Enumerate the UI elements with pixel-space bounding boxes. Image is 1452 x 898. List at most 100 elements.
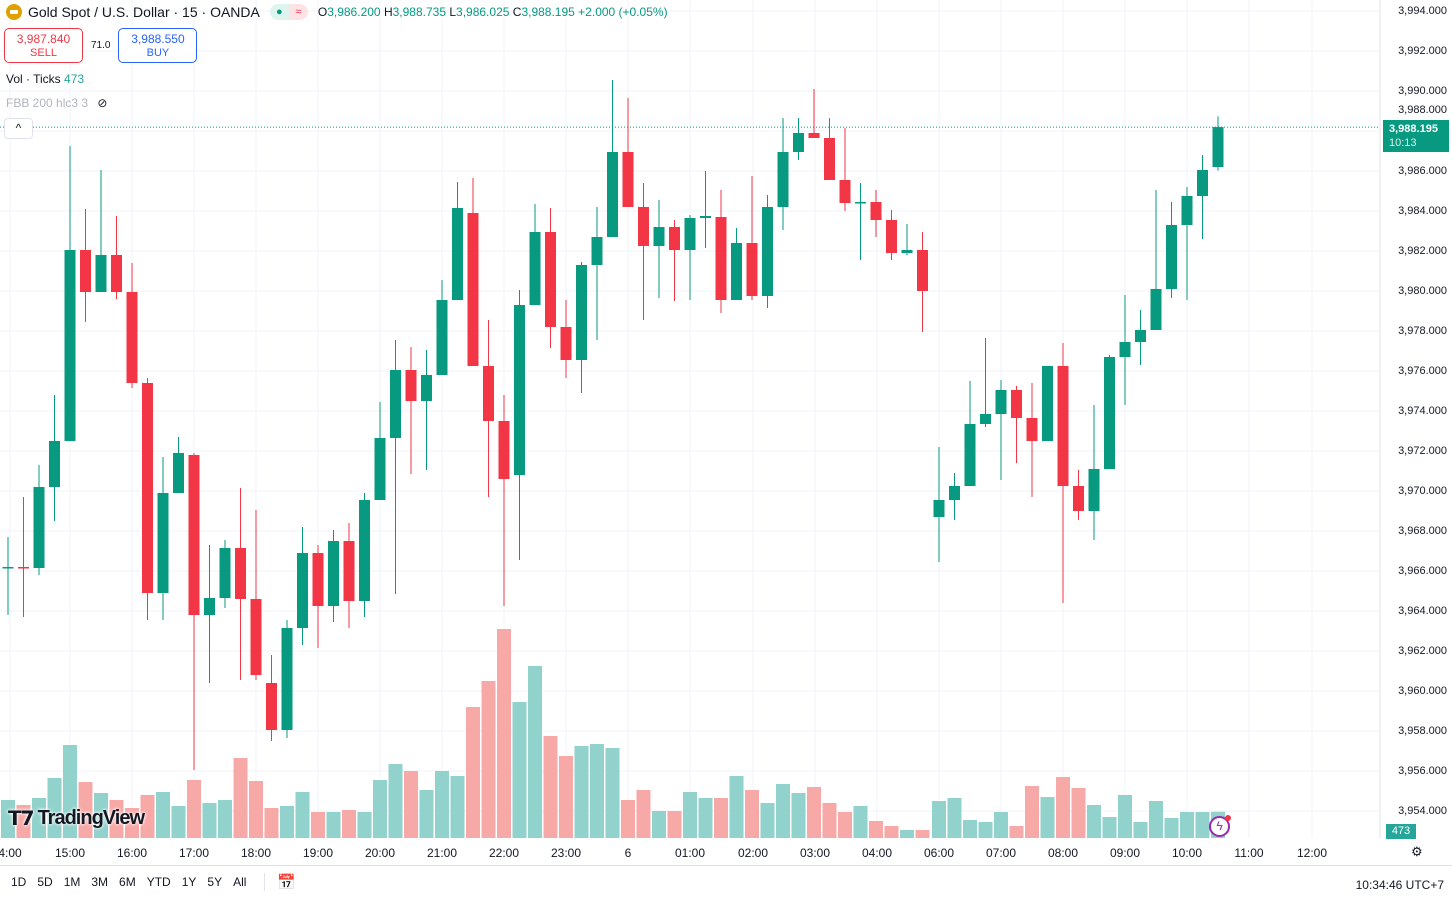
market-status[interactable]: ● ≈ <box>269 4 308 20</box>
time-tick-label: 06:00 <box>923 846 955 860</box>
volume-bar <box>760 803 775 838</box>
time-tick-label: 08:00 <box>1047 846 1079 860</box>
sell-button[interactable]: 3,987.840 SELL <box>4 28 83 63</box>
volume-bar <box>295 792 310 838</box>
volume-bar <box>528 666 542 838</box>
candle-body <box>467 213 479 366</box>
candle-body <box>1011 390 1022 418</box>
candle-body <box>684 218 696 250</box>
range-button-1m[interactable]: 1M <box>63 875 81 889</box>
volume-bar <box>63 745 77 838</box>
candle-body <box>250 599 262 675</box>
range-button-5d[interactable]: 5D <box>37 875 53 889</box>
price-axis[interactable]: 3,994.000 3,992.000 3,990.000 3,988.000 3,98… <box>1380 0 1452 838</box>
volume-bar <box>1009 826 1024 838</box>
ohlc-values: O3,986.200 H3,988.735 L3,986.025 C3,988.… <box>317 5 668 19</box>
candle-body <box>793 133 804 152</box>
price-tick-label: 3,990.000 <box>1398 85 1447 97</box>
candle-body <box>312 553 324 606</box>
candle-body <box>715 217 727 300</box>
time-tick-label: 6 <box>624 846 632 860</box>
candle-body <box>591 237 603 265</box>
volume-bar <box>419 790 434 838</box>
time-tick-label: 01:00 <box>674 846 706 860</box>
volume-bar <box>636 790 651 838</box>
time-tick-label: 18:00 <box>240 846 272 860</box>
volume-indicator-legend[interactable]: Vol · Ticks 473 <box>6 72 85 86</box>
volume-bar <box>915 830 930 838</box>
range-button-1d[interactable]: 1D <box>11 875 27 889</box>
candle-body <box>1104 357 1115 469</box>
volume-bar <box>512 702 527 838</box>
price-tick-label: 3,992.000 <box>1398 45 1447 57</box>
collapse-legend-button[interactable]: ^ <box>4 118 33 139</box>
candle-body <box>1181 196 1193 225</box>
candle-body <box>731 243 742 300</box>
range-button-1y[interactable]: 1Y <box>181 875 197 889</box>
range-button-ytd[interactable]: YTD <box>146 875 171 889</box>
volume-bar <box>947 798 962 838</box>
candle-body <box>777 152 789 207</box>
time-tick-label: 20:00 <box>364 846 396 860</box>
candle-body <box>964 424 976 486</box>
candle-body <box>1057 366 1069 486</box>
candle-body <box>343 541 355 601</box>
buy-button[interactable]: 3,988.550 BUY <box>118 28 198 63</box>
volume-bar <box>698 798 713 838</box>
volume-bar <box>47 778 62 838</box>
volume-bar <box>1102 817 1117 838</box>
volume-bar <box>1040 797 1055 838</box>
tv-logo-icon: 𝗧𝟳 <box>8 808 35 830</box>
candle-body <box>933 500 945 517</box>
candle-body <box>374 438 386 500</box>
fbb-indicator-legend[interactable]: FBB 200 hlc3 3 ⊘ <box>6 96 108 110</box>
volume-bar <box>1087 805 1101 838</box>
clock[interactable]: 10:34:46 UTC+7 <box>1355 878 1444 892</box>
date-range-calendar-icon[interactable]: 📅 <box>264 873 296 891</box>
candle-body <box>949 486 960 500</box>
candle-body <box>18 567 29 569</box>
volume-bar <box>776 784 790 838</box>
tradingview-logo[interactable]: 𝗧𝟳 TradingView <box>8 807 145 830</box>
candle-body <box>235 548 246 599</box>
volume-bar <box>497 629 511 838</box>
time-tick-label: 4:00 <box>0 846 22 860</box>
volume-bar <box>1056 777 1070 838</box>
range-button-6m[interactable]: 6M <box>119 875 136 889</box>
time-tick-label: 23:00 <box>550 846 582 860</box>
lightning-alert-icon[interactable]: ϟ <box>1209 815 1231 837</box>
range-button-5y[interactable]: 5Y <box>207 875 223 889</box>
candle-body <box>855 202 866 204</box>
volume-bar <box>574 746 589 838</box>
candle-body <box>266 683 277 730</box>
volume-bar <box>1195 812 1210 838</box>
candlestick-chart[interactable] <box>0 0 1452 838</box>
range-button-3m[interactable]: 3M <box>91 875 109 889</box>
candle-body <box>405 370 417 401</box>
volume-bar <box>342 810 356 838</box>
volume-bar <box>450 776 465 838</box>
range-button-all[interactable]: All <box>233 875 247 889</box>
volume-bar <box>32 798 46 838</box>
price-tick-label: 3,960.000 <box>1398 685 1447 697</box>
time-tick-label: 22:00 <box>488 846 520 860</box>
volume-bar <box>869 821 883 838</box>
candle-body <box>498 421 510 479</box>
volume-bar <box>233 758 248 838</box>
volume-bar <box>388 764 403 838</box>
time-tick-label: 21:00 <box>426 846 458 860</box>
price-tick-label: 3,968.000 <box>1398 525 1447 537</box>
time-axis[interactable]: ⚙ 4:00 15:00 16:00 17:00 18:00 19:00 20:00 21:00… <box>0 838 1452 866</box>
time-tick-label: 12:00 <box>1296 846 1328 860</box>
symbol-title[interactable]: Gold Spot / U.S. Dollar · 15 · OANDA <box>28 4 260 20</box>
volume-bar <box>1118 795 1132 838</box>
hidden-eye-icon[interactable]: ⊘ <box>97 96 108 110</box>
candle-body <box>2 567 14 569</box>
candle-body <box>483 366 494 421</box>
volume-bar <box>311 812 325 838</box>
settings-icon[interactable]: ⚙ <box>1411 844 1423 859</box>
candle-body <box>886 220 897 253</box>
candle-body <box>514 305 525 475</box>
candle-body <box>95 255 107 292</box>
candle-body <box>980 414 991 424</box>
